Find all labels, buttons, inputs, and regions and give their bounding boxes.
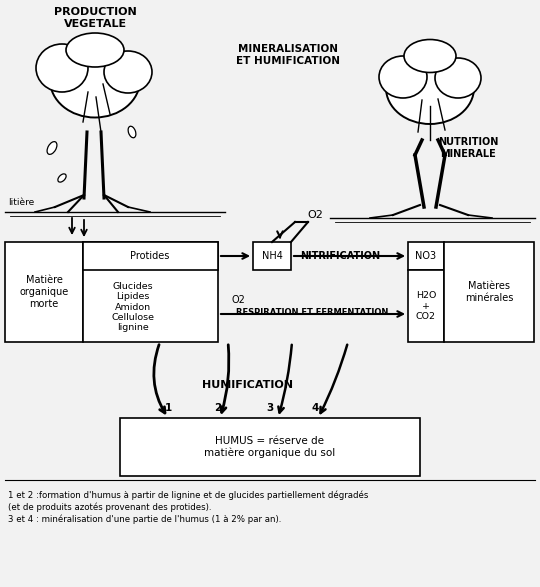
Text: NO3: NO3	[415, 251, 436, 261]
Bar	[444, 242, 534, 342]
Ellipse shape	[128, 126, 136, 138]
Bar	[5, 242, 83, 342]
Text: 3: 3	[266, 403, 274, 413]
Bar	[408, 242, 444, 270]
Text: (et de produits azotés provenant des protides).: (et de produits azotés provenant des pro…	[8, 502, 212, 511]
Text: Glucides
Lipides
Amidon
Cellulose
lignine: Glucides Lipides Amidon Cellulose lignin…	[111, 282, 154, 332]
Text: Protides: Protides	[130, 251, 170, 261]
Text: Matières
minérales: Matières minérales	[465, 281, 513, 303]
Ellipse shape	[386, 52, 474, 124]
Text: PRODUCTION
VEGETALE: PRODUCTION VEGETALE	[53, 7, 137, 29]
Bar	[83, 242, 218, 270]
Bar	[120, 418, 420, 476]
Bar	[253, 242, 291, 270]
Text: NITRIFICATION: NITRIFICATION	[300, 251, 380, 261]
Ellipse shape	[435, 58, 481, 98]
Text: litière: litière	[8, 198, 34, 207]
Ellipse shape	[36, 44, 88, 92]
Text: RESPIRATION ET FERMENTATION: RESPIRATION ET FERMENTATION	[236, 308, 388, 316]
Text: Matière
organique
morte: Matière organique morte	[19, 275, 69, 309]
Ellipse shape	[404, 39, 456, 73]
Text: HUMIFICATION: HUMIFICATION	[202, 380, 294, 390]
Text: NUTRITION
MINERALE: NUTRITION MINERALE	[438, 137, 498, 159]
Text: NH4: NH4	[261, 251, 282, 261]
Text: 2: 2	[214, 403, 221, 413]
Ellipse shape	[66, 33, 124, 67]
Text: H2O
+
CO2: H2O + CO2	[416, 291, 436, 321]
Ellipse shape	[104, 51, 152, 93]
Text: HUMUS = réserve de
matière organique du sol: HUMUS = réserve de matière organique du …	[204, 436, 336, 458]
Text: O2: O2	[231, 295, 245, 305]
Text: MINERALISATION
ET HUMIFICATION: MINERALISATION ET HUMIFICATION	[236, 44, 340, 66]
Text: 1: 1	[164, 403, 172, 413]
Ellipse shape	[47, 141, 57, 154]
Text: O2: O2	[307, 210, 323, 220]
Text: 3 et 4 : minéralisation d'une partie de l'humus (1 à 2% par an).: 3 et 4 : minéralisation d'une partie de …	[8, 514, 281, 524]
Text: 1 et 2 :formation d'humus à partir de lignine et de glucides partiellement dégra: 1 et 2 :formation d'humus à partir de li…	[8, 490, 368, 500]
Ellipse shape	[50, 42, 140, 117]
Ellipse shape	[379, 56, 427, 98]
Bar	[408, 270, 444, 342]
Bar	[83, 242, 218, 342]
Ellipse shape	[58, 174, 66, 182]
Text: 4: 4	[312, 403, 319, 413]
